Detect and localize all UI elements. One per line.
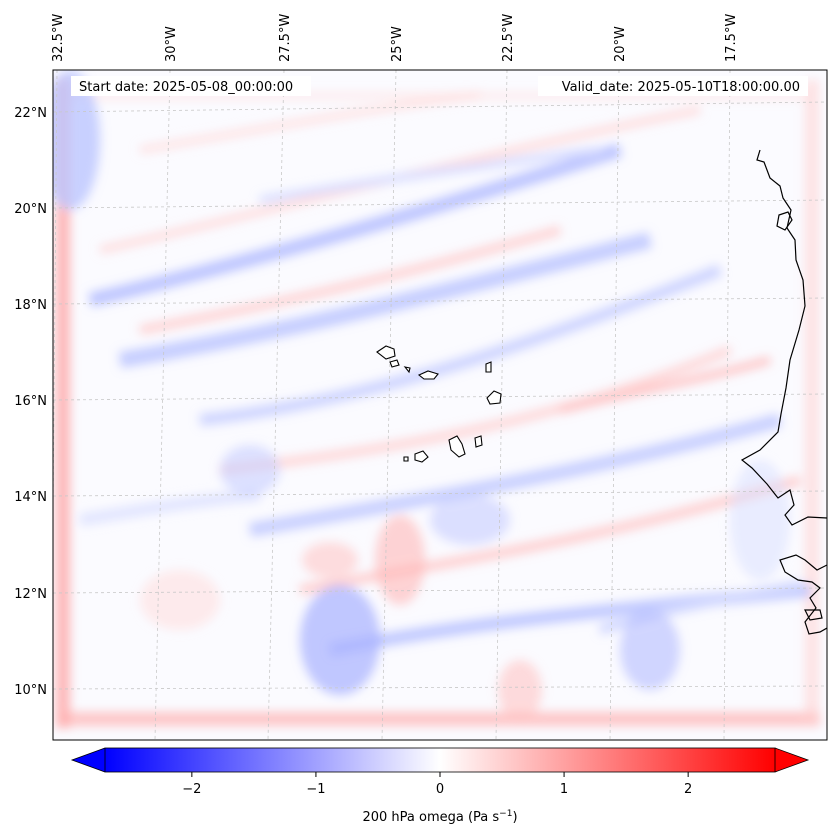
longitude-label: 17.5°W bbox=[724, 14, 739, 62]
valid-date-label: Valid_date: 2025-05-10T18:00:00.00 bbox=[562, 80, 800, 95]
island-sao-vicente bbox=[389, 359, 400, 368]
island-fogo bbox=[414, 450, 429, 463]
colorbar-tick-label: 0 bbox=[436, 782, 444, 797]
colorbar-gradient bbox=[105, 748, 775, 772]
start-date-box: Start date: 2025-05-08_00:00:00 bbox=[71, 76, 311, 96]
omega-field bbox=[53, 70, 820, 728]
latitude-label: 20°N bbox=[14, 202, 47, 217]
map-frame bbox=[52, 69, 828, 741]
colorbar-tick-label: −1 bbox=[306, 782, 325, 797]
coastlines bbox=[740, 149, 827, 635]
colorbar-tick-label: 2 bbox=[684, 782, 692, 797]
africa-coastline bbox=[740, 149, 827, 526]
latitude-label: 14°N bbox=[14, 490, 47, 505]
gridlines bbox=[53, 70, 827, 740]
colorbar-min-extension bbox=[72, 748, 105, 772]
colorbar-ticks: −2 −1 0 1 2 bbox=[182, 772, 692, 797]
longitude-labels: 32.5°W 30°W 27.5°W 25°W 22.5°W 20°W 17.5°W bbox=[51, 14, 739, 62]
latitude-label: 12°N bbox=[14, 587, 47, 602]
latitude-label: 10°N bbox=[14, 683, 47, 698]
island-santa-luzia bbox=[403, 366, 411, 374]
longitude-label: 20°W bbox=[613, 26, 628, 62]
colorbar-tick-label: 1 bbox=[560, 782, 568, 797]
map-panel: Start date: 2025-05-08_00:00:00 Valid_da… bbox=[53, 70, 827, 740]
island-sal bbox=[485, 361, 492, 373]
latitude-label: 18°N bbox=[14, 298, 47, 313]
latitude-label: 22°N bbox=[14, 106, 47, 121]
island-sao-nicolau bbox=[417, 370, 439, 380]
island-santo-antao bbox=[376, 345, 396, 360]
colorbar-tick-label: −2 bbox=[182, 782, 201, 797]
latitude-label: 16°N bbox=[14, 394, 47, 409]
island-maio bbox=[474, 435, 483, 448]
colorbar-label: 200 hPa omega (Pa s−1) bbox=[362, 809, 517, 825]
longitude-label: 32.5°W bbox=[51, 14, 66, 62]
longitude-label: 22.5°W bbox=[501, 14, 516, 62]
start-date-label: Start date: 2025-05-08_00:00:00 bbox=[79, 80, 293, 95]
island-santiago bbox=[448, 435, 466, 458]
longitude-label: 30°W bbox=[164, 26, 179, 62]
island-brava bbox=[403, 456, 409, 462]
cape-verde-islands bbox=[376, 345, 502, 463]
colorbar-max-extension bbox=[775, 748, 808, 772]
valid-date-box: Valid_date: 2025-05-10T18:00:00.00 bbox=[538, 76, 808, 96]
island-boa-vista bbox=[486, 390, 502, 405]
latitude-labels: 22°N 20°N 18°N 16°N 14°N 12°N 10°N bbox=[14, 106, 47, 698]
longitude-label: 25°W bbox=[390, 26, 405, 62]
colorbar: −2 −1 0 1 2 200 hPa omega (Pa s−1) bbox=[70, 747, 810, 825]
longitude-label: 27.5°W bbox=[278, 14, 293, 62]
